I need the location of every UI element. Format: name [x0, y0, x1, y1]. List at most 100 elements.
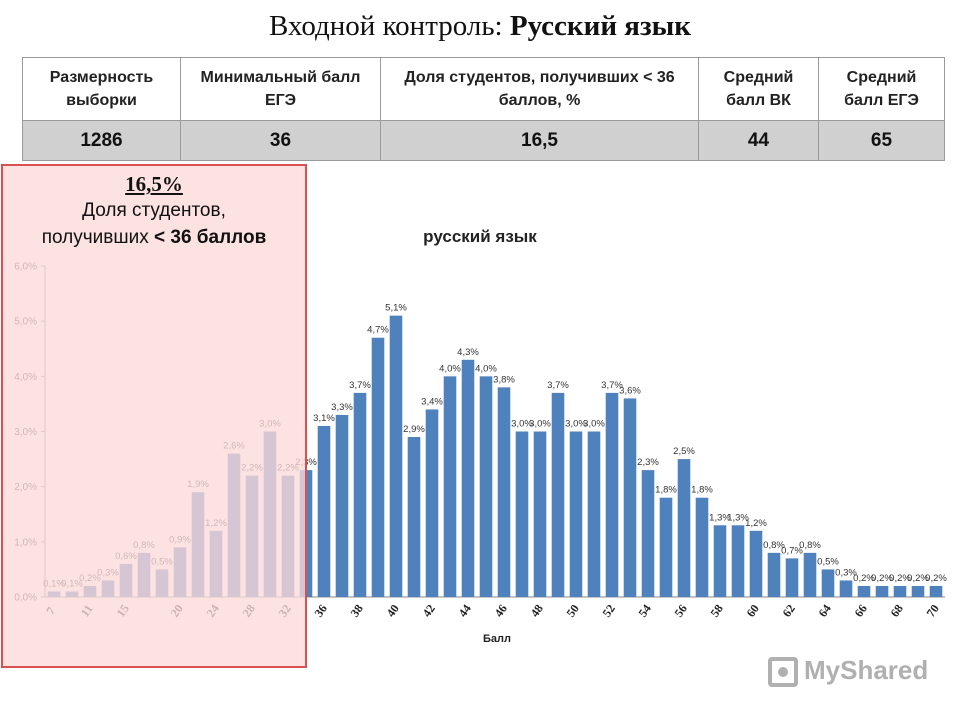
- bar: [425, 409, 439, 597]
- bar: [407, 437, 421, 597]
- watermark: MyShared: [768, 655, 929, 688]
- bar: [587, 431, 601, 597]
- bar-value-label: 3,4%: [421, 396, 443, 407]
- x-tick-label: 68: [888, 602, 906, 620]
- x-tick-label: 52: [600, 602, 618, 620]
- bar: [641, 470, 655, 597]
- bar: [605, 392, 619, 597]
- bar: [659, 497, 673, 597]
- bar-value-label: 3,0%: [565, 419, 587, 430]
- bar-value-label: 3,8%: [493, 374, 515, 385]
- x-tick-label: 42: [420, 602, 438, 620]
- bar-value-label: 3,6%: [619, 385, 641, 396]
- bar: [803, 552, 817, 597]
- x-tick-label: 48: [528, 602, 546, 620]
- bar-value-label: 3,7%: [349, 380, 371, 391]
- bar-value-label: 3,0%: [583, 419, 605, 430]
- bar: [569, 431, 583, 597]
- bar-value-label: 5,1%: [385, 303, 407, 314]
- title-prefix: Входной контроль:: [269, 10, 510, 42]
- bar: [533, 431, 547, 597]
- page-title: Входной контроль: Русский язык: [0, 10, 960, 43]
- bar-value-label: 0,7%: [781, 545, 803, 556]
- callout-threshold: < 36 баллов: [154, 227, 267, 248]
- bar: [461, 359, 475, 597]
- x-tick-label: 66: [852, 602, 870, 620]
- bar: [911, 585, 925, 597]
- bar-value-label: 0,3%: [835, 567, 857, 578]
- value-avg-ege: 65: [818, 120, 945, 161]
- bar-value-label: 4,7%: [367, 325, 389, 336]
- callout-percent: 16,5%: [125, 172, 183, 196]
- below-threshold-callout: 16,5% Доля студентов, получивших < 36 ба…: [1, 172, 307, 251]
- header-avg-vk: Средний балл ВК: [698, 57, 819, 121]
- x-tick-label: 44: [456, 602, 474, 620]
- bar-value-label: 2,3%: [637, 457, 659, 468]
- value-sample-size: 1286: [22, 120, 181, 161]
- bar: [713, 525, 727, 597]
- callout-line-1: Доля студентов,: [82, 200, 226, 221]
- header-avg-ege: Средний балл ЕГЭ: [818, 57, 945, 121]
- bar: [731, 525, 745, 597]
- bar-value-label: 4,0%: [475, 363, 497, 374]
- x-tick-label: 70: [924, 602, 942, 620]
- bar-value-label: 3,7%: [601, 380, 623, 391]
- x-tick-label: 54: [636, 602, 654, 620]
- bar: [353, 392, 367, 597]
- header-share-below: Доля студентов, получивших < 36 баллов, …: [380, 57, 699, 121]
- bar-value-label: 3,3%: [331, 402, 353, 413]
- x-tick-label: 60: [744, 602, 762, 620]
- bar-value-label: 2,5%: [673, 446, 695, 457]
- bar-value-label: 1,2%: [745, 518, 767, 529]
- bar-value-label: 0,8%: [799, 540, 821, 551]
- x-tick-label: 64: [816, 602, 834, 620]
- header-sample-size: Размерность выборки: [22, 57, 181, 121]
- x-tick-label: 40: [384, 602, 402, 620]
- watermark-text: MyShared: [804, 655, 929, 685]
- bar: [893, 585, 907, 597]
- below-threshold-highlight: [1, 164, 307, 668]
- bar: [623, 398, 637, 597]
- summary-header-row: Размерность выборки Минимальный балл ЕГЭ…: [22, 57, 945, 121]
- bar-value-label: 0,8%: [763, 540, 785, 551]
- bar: [371, 337, 385, 597]
- bar-value-label: 0,2%: [889, 573, 911, 584]
- bar: [335, 414, 349, 597]
- bar: [695, 497, 709, 597]
- callout-line-2-text: получивших: [41, 227, 154, 248]
- bar-value-label: 3,0%: [529, 419, 551, 430]
- bar-value-label: 4,3%: [457, 347, 479, 358]
- x-axis-label: Балл: [483, 633, 511, 645]
- value-min-score: 36: [180, 120, 381, 161]
- x-tick-label: 62: [780, 602, 798, 620]
- x-tick-label: 36: [312, 602, 330, 620]
- bar: [839, 580, 853, 597]
- summary-value-row: 1286 36 16,5 44 65: [22, 120, 945, 161]
- bar: [767, 552, 781, 597]
- bar: [857, 585, 871, 597]
- bar: [677, 459, 691, 597]
- bar-value-label: 1,8%: [691, 485, 713, 496]
- bar: [785, 558, 799, 597]
- bar-value-label: 3,0%: [511, 419, 533, 430]
- bar: [515, 431, 529, 597]
- x-tick-label: 38: [348, 602, 366, 620]
- bar: [821, 569, 835, 597]
- callout-line-2: получивших < 36 баллов: [1, 224, 307, 251]
- bar-value-label: 0,2%: [907, 573, 929, 584]
- bar: [551, 392, 565, 597]
- bar-value-label: 1,3%: [727, 512, 749, 523]
- bar: [749, 530, 763, 597]
- bar-value-label: 4,0%: [439, 363, 461, 374]
- bar-value-label: 0,2%: [925, 573, 947, 584]
- bar-value-label: 0,2%: [871, 573, 893, 584]
- bar: [443, 376, 457, 597]
- bar-value-label: 1,3%: [709, 512, 731, 523]
- x-tick-label: 58: [708, 602, 726, 620]
- title-subject: Русский язык: [509, 10, 691, 42]
- summary-table: Размерность выборки Минимальный балл ЕГЭ…: [22, 57, 945, 161]
- bar: [497, 387, 511, 597]
- bar-value-label: 3,7%: [547, 380, 569, 391]
- chart-title: русский язык: [423, 227, 537, 246]
- bar-value-label: 0,5%: [817, 556, 839, 567]
